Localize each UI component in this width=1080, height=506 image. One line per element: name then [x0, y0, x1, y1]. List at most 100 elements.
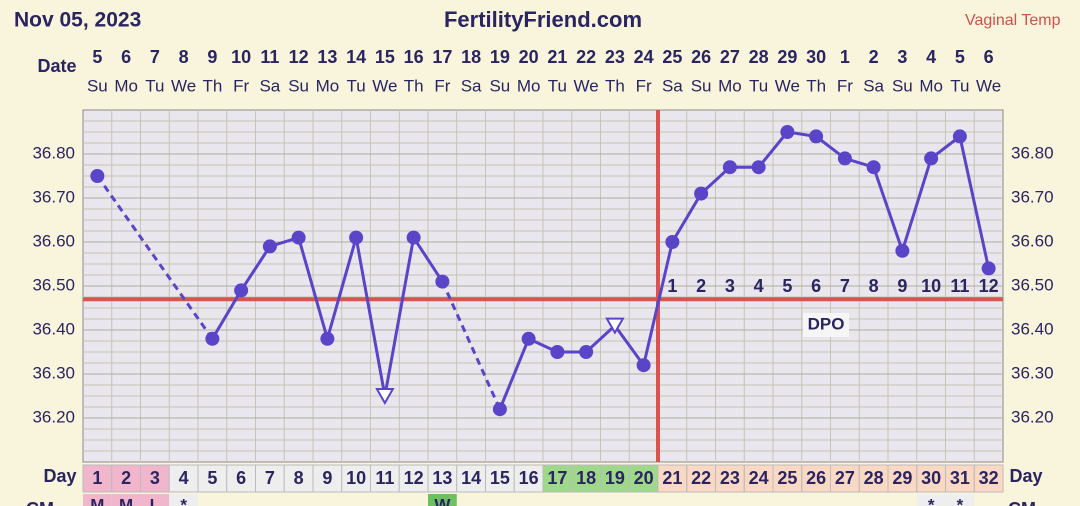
day-phase — [801, 465, 831, 492]
day-cell — [341, 465, 371, 492]
weekday-label: Su — [87, 76, 108, 95]
day-cell — [456, 465, 486, 492]
date-label: 6 — [121, 47, 131, 67]
day-phase — [629, 465, 658, 492]
weekday-label: We — [976, 76, 1001, 95]
temp-marker — [722, 160, 737, 175]
weekday-label: Mo — [114, 76, 138, 95]
temp-marker — [694, 186, 709, 201]
day-phase — [686, 465, 716, 492]
y-tick-label: 36.60 — [32, 231, 75, 250]
gap-bridge — [96, 175, 214, 340]
day-border — [973, 464, 1004, 493]
temp-marker — [579, 345, 594, 359]
date-label: 5 — [955, 47, 965, 67]
dpo-label: 6 — [811, 276, 821, 296]
date-label: 6 — [984, 47, 994, 67]
cm-cell — [111, 494, 141, 506]
weekday-label: Mo — [316, 76, 340, 95]
date-label: 18 — [461, 47, 481, 67]
temp-marker — [291, 230, 306, 245]
temp-marker — [981, 261, 996, 276]
day-label: 1 — [92, 468, 102, 488]
day-label: 24 — [749, 468, 769, 488]
day-phase — [111, 465, 141, 492]
date-label: 21 — [547, 47, 567, 67]
day-label: 8 — [294, 468, 304, 488]
date-label: 7 — [150, 47, 160, 67]
weekday-label: Tu — [548, 76, 567, 95]
date-label: 19 — [490, 47, 510, 67]
cm-cell — [83, 494, 112, 506]
cm-row-label: CM — [1008, 499, 1036, 506]
weekday-label: Fr — [837, 76, 853, 95]
day-phase — [571, 465, 601, 492]
weekday-label: Su — [691, 76, 712, 95]
date-label: 16 — [404, 47, 424, 67]
temp-marker — [866, 160, 881, 175]
date-label: 1 — [840, 47, 850, 67]
weekday-label: Tu — [749, 76, 768, 95]
weekday-label: Mo — [718, 76, 742, 95]
day-label: 6 — [236, 468, 246, 488]
date-label: 20 — [519, 47, 539, 67]
temp-marker — [521, 331, 536, 346]
cm-cell — [140, 494, 170, 506]
site-title: FertilityFriend.com — [444, 7, 642, 32]
open-marker — [375, 388, 395, 406]
weekday-label: Su — [288, 76, 309, 95]
date-label: 8 — [179, 47, 189, 67]
day-phase — [140, 465, 170, 492]
weekday-label: Mo — [517, 76, 541, 95]
day-label: 16 — [519, 468, 539, 488]
day-phase — [600, 465, 630, 492]
day-phase — [543, 465, 572, 492]
cm-label: * — [928, 495, 935, 506]
cm-cell — [169, 494, 198, 506]
cm-cell — [916, 494, 946, 506]
weekday-label: Sa — [863, 76, 884, 95]
y-tick-label: 36.50 — [32, 275, 75, 294]
temp-marker — [492, 402, 507, 417]
dpo-label: 4 — [754, 276, 764, 296]
day-label: 10 — [346, 468, 366, 488]
temp-marker — [205, 331, 220, 346]
y-tick-label: 36.80 — [1011, 143, 1054, 162]
day-label: 12 — [404, 468, 424, 488]
y-tick-label: 36.20 — [32, 407, 75, 426]
day-cell — [313, 465, 342, 492]
temp-marker — [550, 345, 565, 359]
date-label: 15 — [375, 47, 395, 67]
date-label: 27 — [720, 47, 740, 67]
date-label: 10 — [231, 47, 251, 67]
temp-marker — [435, 274, 450, 289]
day-label: 11 — [375, 468, 394, 488]
day-label: 28 — [864, 468, 884, 488]
day-label: 20 — [634, 468, 654, 488]
day-cell — [198, 465, 227, 492]
day-cell — [399, 465, 428, 492]
day-label: 22 — [691, 468, 711, 488]
date-label: 30 — [806, 47, 826, 67]
dpo-label: 5 — [782, 276, 792, 296]
temp-marker — [895, 243, 910, 258]
day-label: 19 — [605, 468, 625, 488]
cm-label: L — [150, 495, 160, 506]
day-label: 21 — [662, 468, 682, 488]
weekday-label: We — [574, 76, 599, 95]
weekday-label: Sa — [259, 76, 280, 95]
date-label: 9 — [207, 47, 217, 67]
y-tick-label: 36.40 — [1011, 319, 1054, 338]
temp-marker — [636, 358, 651, 373]
day-cell — [370, 465, 400, 492]
temp-marker — [952, 129, 967, 144]
temp-marker — [90, 169, 105, 183]
weekday-label: Su — [489, 76, 510, 95]
weekday-label: Fr — [233, 76, 249, 95]
day-phase — [945, 465, 975, 492]
date-label: 29 — [777, 47, 797, 67]
day-cell — [284, 465, 313, 492]
day-label: 15 — [490, 468, 510, 488]
cm-label: * — [180, 495, 187, 506]
temp-marker — [320, 331, 335, 346]
